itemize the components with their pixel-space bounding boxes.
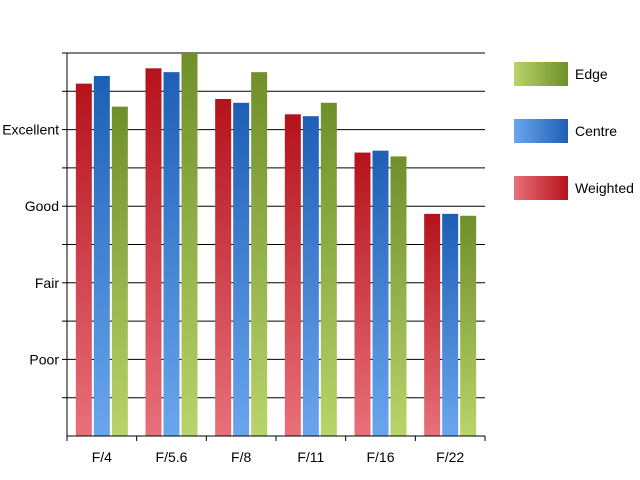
axes: Poor Fair Good Excellent F/4 F/5.6 F/8 F/11 F/16…: [2, 52, 486, 465]
y-tick-label-good: Good: [25, 198, 59, 214]
bar-edge-f-22: [460, 215, 477, 436]
legend-swatch-centre: [514, 119, 568, 143]
legend-item-centre: Centre: [514, 119, 617, 143]
legend-swatch-weighted: [514, 176, 568, 200]
x-tick-label-f-22: F/22: [436, 449, 464, 465]
bar-centre-f-22: [442, 213, 459, 436]
legend-label-weighted: Weighted: [575, 180, 634, 196]
bar-edge-f-16: [390, 156, 407, 436]
x-tick-label-f-11: F/11: [297, 449, 324, 465]
bar-weighted-f-8: [215, 98, 232, 437]
legend-swatch-edge: [514, 62, 568, 86]
bar-weighted-f-16: [354, 152, 371, 436]
bar-edge-f-4: [111, 106, 128, 437]
y-tick-label-poor: Poor: [29, 351, 59, 367]
bar-centre-f-4: [93, 75, 110, 436]
y-tick-label-fair: Fair: [35, 275, 59, 291]
x-tick-label-f-8: F/8: [231, 449, 251, 465]
bars: [75, 53, 477, 437]
x-tick-label-f-4: F/4: [92, 449, 112, 465]
legend-item-edge: Edge: [514, 62, 608, 86]
grid: [67, 52, 485, 399]
bar-weighted-f-22: [424, 213, 441, 436]
bar-weighted-f-5-6: [145, 68, 162, 436]
bar-centre-f-5-6: [163, 72, 180, 437]
legend: Edge Centre Weighted: [514, 62, 634, 200]
legend-label-centre: Centre: [575, 123, 617, 139]
bar-weighted-f-11: [284, 114, 301, 436]
x-tick-label-f-16: F/16: [366, 449, 394, 465]
legend-label-edge: Edge: [575, 66, 608, 82]
bar-centre-f-16: [372, 150, 389, 437]
legend-item-weighted: Weighted: [514, 176, 634, 200]
y-tick-label-excellent: Excellent: [2, 122, 59, 138]
x-tick-label-f-5-6: F/5.6: [156, 449, 188, 465]
bar-edge-f-11: [320, 102, 337, 436]
bar-weighted-f-4: [75, 83, 92, 436]
bar-centre-f-11: [302, 116, 319, 436]
bar-centre-f-8: [233, 102, 250, 436]
bar-edge-f-5-6: [181, 53, 198, 436]
bar-edge-f-8: [251, 72, 268, 437]
